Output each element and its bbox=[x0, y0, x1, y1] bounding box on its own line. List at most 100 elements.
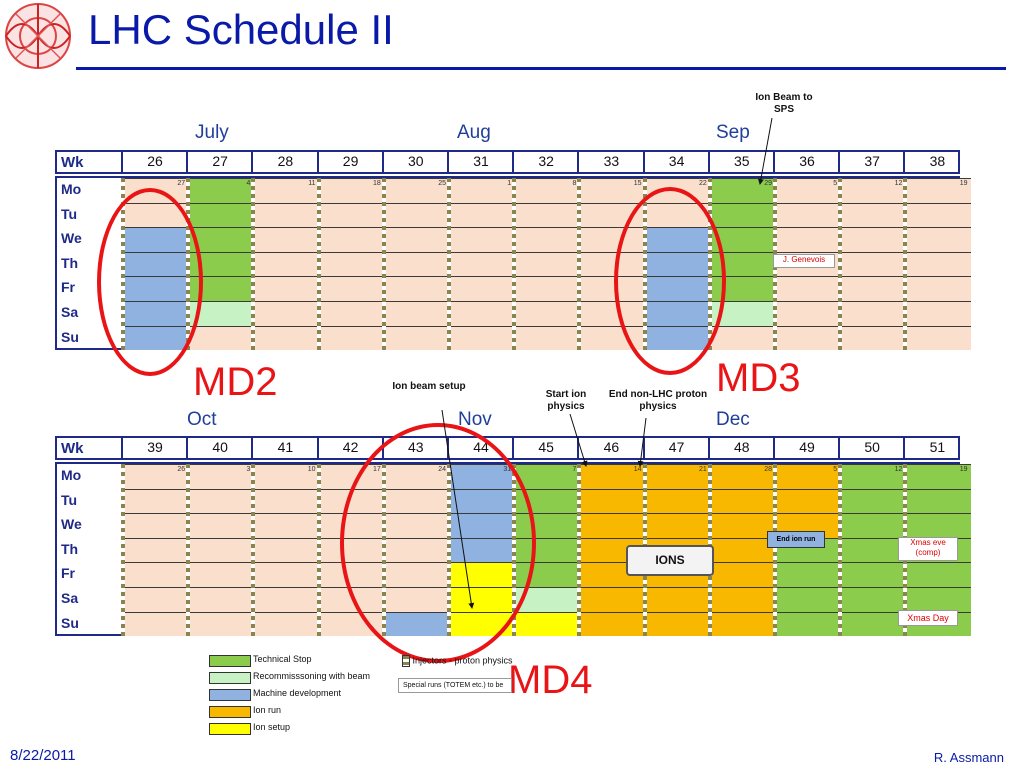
schedule-cell bbox=[840, 251, 906, 277]
schedule-cell bbox=[253, 227, 319, 252]
bottom-week-label: Wk bbox=[61, 440, 84, 457]
week-separator bbox=[186, 438, 189, 458]
schedule-cell bbox=[579, 611, 645, 637]
top-week-number: 35 bbox=[734, 153, 750, 169]
title-rule bbox=[76, 67, 1006, 70]
schedule-cell bbox=[253, 537, 319, 563]
schedule-cell bbox=[253, 513, 319, 538]
schedule-cell: 19 bbox=[905, 178, 971, 203]
schedule-cell bbox=[579, 587, 645, 612]
schedule-cell bbox=[840, 513, 906, 538]
schedule-cell: 14 bbox=[579, 464, 645, 489]
week-separator bbox=[251, 438, 254, 458]
schedule-cell bbox=[253, 301, 319, 326]
schedule-cell bbox=[318, 251, 384, 277]
schedule-cell bbox=[188, 537, 254, 563]
month-label-dec: Dec bbox=[716, 409, 750, 430]
schedule-cell bbox=[514, 611, 580, 637]
week-separator bbox=[707, 152, 710, 172]
schedule-cell bbox=[775, 202, 841, 228]
schedule-cell bbox=[188, 513, 254, 538]
md4-label: MD4 bbox=[508, 658, 593, 702]
schedule-cell: 26 bbox=[123, 464, 189, 489]
label-j-genevois: J. Genevois bbox=[773, 254, 835, 268]
bottom-week-number: 48 bbox=[734, 439, 750, 455]
schedule-cell bbox=[253, 251, 319, 277]
monday-date: 8 bbox=[572, 180, 577, 187]
schedule-cell bbox=[514, 251, 580, 277]
legend-label: Machine development bbox=[253, 688, 342, 698]
bottom-week-number: 47 bbox=[668, 439, 685, 455]
legend-label: Ion run bbox=[253, 705, 282, 715]
top-week-number: 26 bbox=[147, 153, 163, 169]
schedule-cell bbox=[840, 611, 906, 637]
schedule-cell bbox=[514, 301, 580, 326]
footer-author: R. Assmann bbox=[933, 750, 1004, 765]
week-separator bbox=[121, 152, 123, 172]
schedule-cell: 5 bbox=[775, 464, 841, 489]
schedule-cell bbox=[514, 325, 580, 351]
monday-date: 12 bbox=[894, 180, 903, 187]
schedule-cell bbox=[905, 587, 971, 612]
schedule-cell bbox=[905, 251, 971, 277]
schedule-cell: 12 bbox=[840, 178, 906, 203]
schedule-cell bbox=[383, 202, 449, 228]
schedule-cell: 3 bbox=[188, 464, 254, 489]
schedule-cell bbox=[709, 202, 775, 228]
day-label: Su bbox=[61, 614, 79, 631]
schedule-cell bbox=[449, 202, 515, 228]
bottom-week-number: 51 bbox=[929, 439, 946, 455]
schedule-cell bbox=[775, 301, 841, 326]
injectors-swatch bbox=[402, 655, 410, 667]
top-week-number: 31 bbox=[473, 153, 489, 169]
schedule-cell: 11 bbox=[253, 178, 319, 203]
schedule-cell bbox=[709, 488, 775, 514]
schedule-cell bbox=[449, 227, 515, 252]
week-separator bbox=[642, 152, 645, 172]
schedule-cell: 5 bbox=[775, 178, 841, 203]
injector-marker bbox=[447, 178, 451, 351]
schedule-cell: 4 bbox=[188, 178, 254, 203]
schedule-cell: 25 bbox=[383, 178, 449, 203]
injector-marker bbox=[773, 464, 777, 637]
schedule-cell: 28 bbox=[709, 464, 775, 489]
injector-marker bbox=[186, 464, 191, 637]
schedule-cell bbox=[579, 488, 645, 514]
schedule-cell bbox=[775, 587, 841, 612]
schedule-cell bbox=[253, 488, 319, 514]
week-separator bbox=[121, 438, 123, 458]
injector-marker bbox=[903, 178, 908, 351]
schedule-cell bbox=[449, 276, 515, 301]
page-title: LHC Schedule II bbox=[88, 6, 394, 53]
injector-marker bbox=[512, 178, 517, 351]
schedule-cell bbox=[905, 562, 971, 587]
legend-swatch bbox=[209, 723, 251, 735]
week-separator bbox=[512, 152, 515, 172]
day-label: We bbox=[61, 516, 82, 533]
injector-marker bbox=[577, 178, 582, 351]
top-week-number: 36 bbox=[799, 153, 815, 169]
monday-date: 12 bbox=[894, 466, 903, 473]
week-separator bbox=[642, 438, 645, 458]
schedule-cell bbox=[188, 562, 254, 587]
legend-injectors: Injectors - proton physics bbox=[402, 655, 513, 667]
schedule-cell bbox=[775, 611, 841, 637]
day-label: Th bbox=[61, 254, 79, 271]
schedule-cell bbox=[449, 301, 515, 326]
schedule-cell bbox=[383, 227, 449, 252]
day-label: Th bbox=[61, 540, 79, 557]
schedule-cell bbox=[905, 513, 971, 538]
monday-date: 19 bbox=[959, 466, 968, 473]
legend-swatch bbox=[209, 655, 251, 667]
legend-injectors-label: Injectors - proton physics bbox=[412, 655, 513, 666]
week-separator bbox=[577, 152, 580, 172]
schedule-cell bbox=[123, 488, 189, 514]
schedule-cell bbox=[318, 202, 384, 228]
schedule-cell bbox=[253, 611, 319, 637]
schedule-cell: 21 bbox=[644, 464, 710, 489]
schedule-cell: 1 bbox=[449, 178, 515, 203]
month-label-sep: Sep bbox=[716, 122, 750, 143]
week-separator bbox=[773, 438, 775, 458]
top-week-number: 29 bbox=[342, 153, 359, 169]
schedule-cell: 7 bbox=[514, 464, 580, 489]
